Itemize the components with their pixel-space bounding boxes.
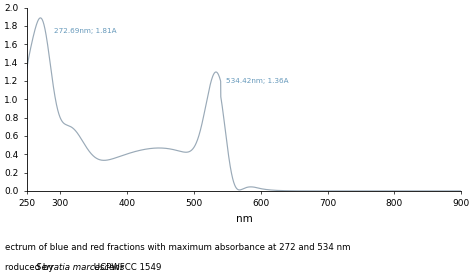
Text: UCPWFCC 1549: UCPWFCC 1549 [91, 263, 161, 272]
Text: Serratia marcescens: Serratia marcescens [36, 263, 124, 272]
X-axis label: nm: nm [236, 214, 253, 224]
Text: 272.69nm; 1.81A: 272.69nm; 1.81A [54, 28, 116, 34]
Text: ectrum of blue and red fractions with maximum absorbance at 272 and 534 nm: ectrum of blue and red fractions with ma… [5, 243, 350, 252]
Text: 534.42nm; 1.36A: 534.42nm; 1.36A [226, 78, 289, 84]
Text: roduced by: roduced by [5, 263, 56, 272]
